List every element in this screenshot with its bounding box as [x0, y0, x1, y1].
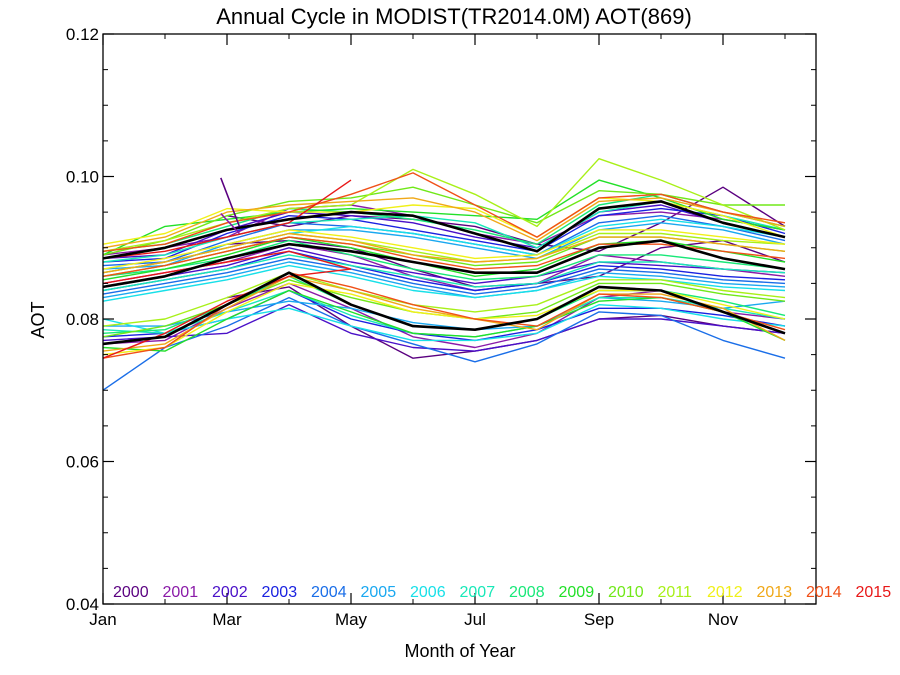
- series-2013-line-1: [102, 197, 786, 249]
- legend-entry-2007: 2007: [460, 584, 496, 601]
- legend-entry-2012: 2012: [707, 584, 743, 601]
- series-2014: [102, 172, 786, 359]
- series-2003-line-1: [102, 207, 786, 263]
- series-2015-line-2: [102, 250, 352, 285]
- series-2014-line-3: [102, 272, 786, 359]
- legend-entry-2011: 2011: [658, 584, 693, 601]
- mean-line-3: [102, 271, 786, 346]
- series-2013-line-3: [102, 275, 786, 352]
- y-tick-label: 0.06: [66, 453, 99, 472]
- legend-entry-2008: 2008: [509, 584, 545, 601]
- legend-entry-2004: 2004: [311, 584, 347, 601]
- series-2004-line-2: [102, 257, 786, 295]
- series-2007-line-2: [102, 254, 786, 292]
- series-mean: [102, 200, 786, 346]
- series-2015-line-1: [102, 179, 352, 260]
- legend-entry-2005: 2005: [361, 584, 397, 601]
- legend-entry-2006: 2006: [410, 584, 446, 601]
- legend-entry-2000: 2000: [113, 584, 149, 601]
- series-2002-line-1: [102, 204, 786, 260]
- series-2000-extra-line: [220, 177, 241, 227]
- series-2010-line-1: [102, 186, 785, 256]
- x-tick-label: Jul: [464, 610, 486, 629]
- x-tick-label: Sep: [584, 610, 614, 629]
- series-layer: [102, 158, 786, 391]
- series-2005-line-2: [102, 261, 786, 299]
- legend-entry-2002: 2002: [212, 584, 248, 601]
- x-tick-label: Mar: [212, 610, 242, 629]
- y-tick-label: 0.04: [66, 595, 99, 614]
- series-2001-extra-line: [220, 212, 240, 235]
- y-tick-label: 0.12: [66, 25, 99, 44]
- series-2013: [102, 197, 786, 352]
- legend: 2000 2001 2002 2003 2004 2005 2006 2007 2008 2009…: [113, 584, 891, 601]
- legend-entry-2013: 2013: [757, 584, 793, 601]
- y-axis-label: AOT: [28, 301, 48, 338]
- plot-frame: [102, 33, 817, 605]
- series-2011-line-3: [102, 272, 786, 327]
- y-tick-label: 0.08: [66, 310, 99, 329]
- series-2013-line-2: [102, 232, 786, 274]
- x-tick-label: Jan: [89, 610, 116, 629]
- series-2004-line-3: [102, 296, 786, 391]
- series-2002-line-2: [102, 247, 786, 288]
- mean-line-1: [102, 200, 786, 260]
- series-2012-line-2: [102, 229, 786, 270]
- y-tick-label: 0.10: [66, 168, 99, 187]
- series-2015-line-3: [102, 268, 352, 359]
- legend-entry-2003: 2003: [262, 584, 298, 601]
- series-2006-line-3: [102, 304, 786, 342]
- legend-entry-2010: 2010: [608, 584, 644, 601]
- ticks-layer: Jan Mar May Jul Sep Nov 0.04 0.06 0.08 0.10 0.12: [66, 25, 816, 629]
- x-axis-label: Month of Year: [404, 641, 515, 661]
- legend-entry-2009: 2009: [559, 584, 595, 601]
- x-tick-label: May: [335, 610, 368, 629]
- series-2015: [102, 179, 352, 359]
- x-tick-label: Nov: [708, 610, 739, 629]
- series-2014-line-1: [102, 172, 786, 252]
- chart-title: Annual Cycle in MODIST(TR2014.0M) AOT(86…: [216, 4, 692, 29]
- mean-line-2: [102, 239, 786, 289]
- series-2005-line-1: [102, 222, 786, 270]
- legend-entry-2001: 2001: [163, 584, 199, 601]
- legend-entry-2015: 2015: [856, 584, 892, 601]
- legend-entry-2014: 2014: [806, 584, 842, 601]
- series-2014-line-2: [102, 236, 786, 277]
